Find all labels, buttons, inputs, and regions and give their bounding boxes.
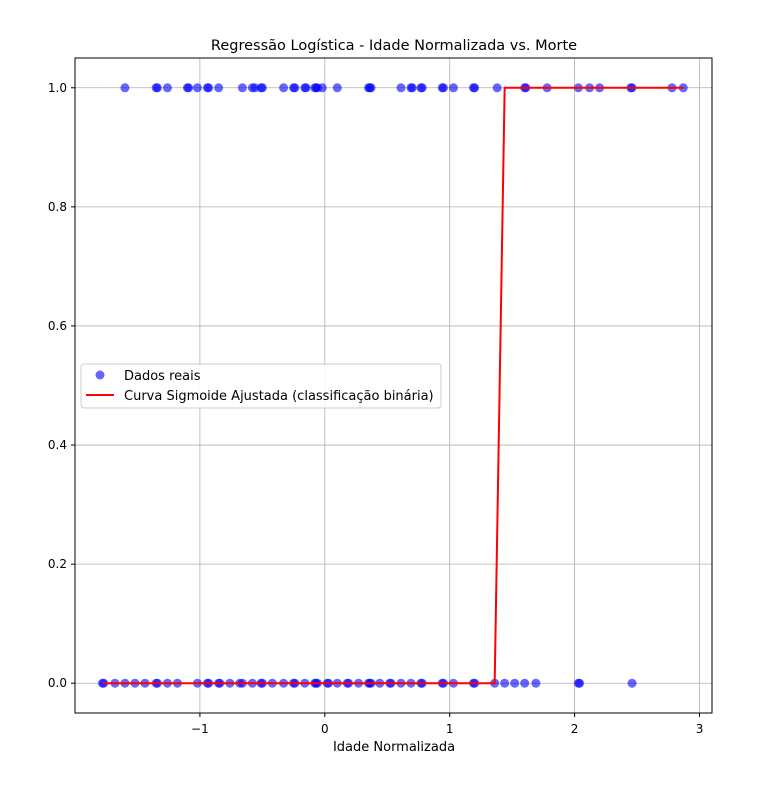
x-tick-label: 1 — [446, 722, 454, 736]
data-point — [214, 83, 224, 93]
legend: Dados reais Curva Sigmoide Ajustada (cla… — [80, 363, 442, 409]
line-series-sigmoid — [102, 86, 684, 685]
data-point — [448, 83, 458, 93]
data-point — [290, 83, 300, 93]
x-tick-label: 2 — [571, 722, 579, 736]
data-point — [407, 83, 417, 93]
data-point — [250, 83, 260, 93]
legend-box — [80, 363, 442, 409]
data-point — [162, 83, 172, 93]
plot-frame — [74, 57, 713, 714]
y-tick-label: 0.8 — [48, 200, 67, 214]
chart-title: Regressão Logística - Idade Normalizada … — [211, 38, 577, 54]
data-point — [317, 83, 327, 93]
legend-marker-dados-reais — [95, 370, 105, 380]
y-tick-label: 0.6 — [48, 319, 67, 333]
data-point — [366, 83, 376, 93]
data-point — [184, 83, 194, 93]
data-point — [510, 678, 520, 688]
data-point — [301, 83, 311, 93]
data-point — [237, 83, 247, 93]
legend-label-dados-reais: Dados reais — [124, 369, 201, 384]
y-tick-label: 0.0 — [48, 676, 67, 690]
data-point — [531, 678, 541, 688]
data-point — [152, 83, 162, 93]
y-axis-ticks: 0.0 0.2 0.4 0.6 0.8 1.0 — [48, 81, 75, 690]
y-tick-label: 0.4 — [48, 438, 67, 452]
y-tick-label: 1.0 — [48, 81, 67, 95]
data-point — [627, 678, 637, 688]
sigmoid-curve — [102, 86, 684, 685]
data-point — [204, 83, 214, 93]
data-point — [520, 678, 530, 688]
x-tick-label: 0 — [321, 722, 329, 736]
y-tick-label: 0.2 — [48, 557, 67, 571]
x-tick-label: 3 — [696, 722, 704, 736]
data-point — [120, 83, 130, 93]
plot-area: −1 0 1 2 3 0.0 0.2 0.4 0.6 0.8 1.0 — [48, 57, 713, 736]
data-point — [417, 83, 427, 93]
data-point — [192, 83, 202, 93]
data-point — [438, 83, 448, 93]
data-point — [279, 83, 289, 93]
data-point — [492, 83, 502, 93]
data-point — [500, 678, 510, 688]
data-point — [257, 83, 267, 93]
x-axis-ticks: −1 0 1 2 3 — [191, 713, 703, 736]
x-axis-label: Idade Normalizada — [333, 740, 455, 755]
data-point — [332, 83, 342, 93]
x-tick-label: −1 — [191, 722, 209, 736]
data-point — [575, 678, 585, 688]
data-point — [470, 83, 480, 93]
data-point — [396, 83, 406, 93]
legend-label-sigmoid: Curva Sigmoide Ajustada (classificação b… — [124, 389, 434, 404]
